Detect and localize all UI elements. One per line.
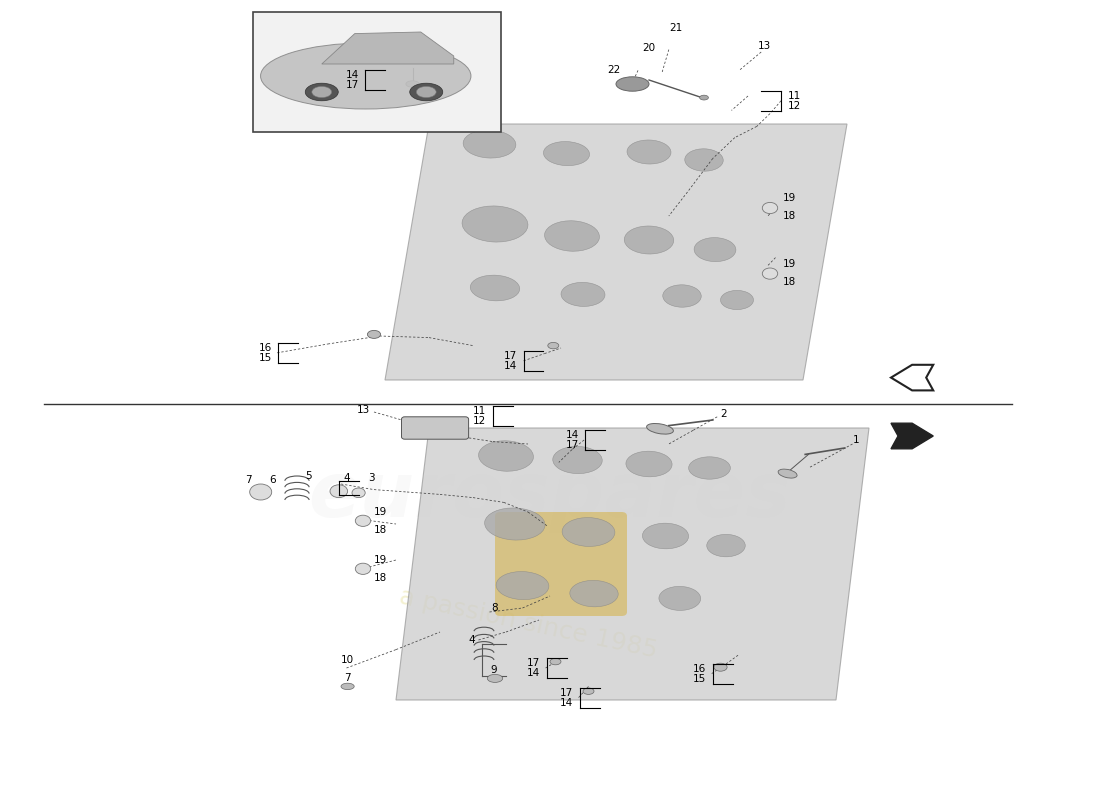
Text: 11: 11 — [473, 406, 486, 416]
FancyBboxPatch shape — [495, 512, 627, 616]
Ellipse shape — [570, 580, 618, 607]
Text: 14: 14 — [345, 70, 359, 80]
Ellipse shape — [306, 83, 339, 101]
Text: 22: 22 — [607, 66, 620, 75]
Text: 17: 17 — [345, 80, 359, 90]
Text: 7: 7 — [344, 674, 351, 683]
Text: 16: 16 — [693, 664, 706, 674]
FancyBboxPatch shape — [253, 12, 500, 132]
Text: 5: 5 — [305, 471, 311, 481]
Circle shape — [330, 485, 348, 498]
Text: 12: 12 — [473, 416, 486, 426]
Ellipse shape — [626, 451, 672, 477]
Text: a passion since 1985: a passion since 1985 — [397, 585, 659, 663]
Text: 18: 18 — [374, 525, 387, 534]
Polygon shape — [891, 423, 933, 449]
Ellipse shape — [689, 457, 730, 479]
Text: 18: 18 — [374, 573, 387, 582]
Ellipse shape — [471, 275, 519, 301]
Text: 14: 14 — [560, 698, 573, 708]
Circle shape — [355, 515, 371, 526]
Ellipse shape — [478, 441, 534, 471]
Ellipse shape — [553, 446, 602, 474]
Text: 4: 4 — [343, 474, 350, 483]
Text: 6: 6 — [270, 475, 276, 485]
Circle shape — [250, 484, 272, 500]
Text: 14: 14 — [504, 361, 517, 370]
Ellipse shape — [548, 342, 559, 349]
Text: 19: 19 — [783, 194, 796, 203]
Ellipse shape — [720, 290, 754, 310]
Ellipse shape — [714, 663, 727, 671]
Ellipse shape — [706, 534, 746, 557]
Text: 9: 9 — [491, 665, 497, 674]
Text: 12: 12 — [788, 101, 801, 110]
Circle shape — [762, 202, 778, 214]
Ellipse shape — [700, 95, 708, 100]
Text: 21: 21 — [669, 23, 682, 33]
Text: 19: 19 — [783, 259, 796, 269]
Ellipse shape — [409, 83, 442, 101]
Ellipse shape — [543, 142, 590, 166]
Text: 13: 13 — [758, 42, 771, 51]
Text: 20: 20 — [642, 43, 656, 53]
Text: 19: 19 — [374, 507, 387, 517]
Ellipse shape — [462, 206, 528, 242]
Text: 13: 13 — [356, 405, 370, 414]
Ellipse shape — [616, 77, 649, 91]
Text: eurospares: eurospares — [309, 459, 791, 533]
Ellipse shape — [685, 149, 723, 171]
Ellipse shape — [487, 674, 503, 682]
Circle shape — [762, 268, 778, 279]
Text: 4: 4 — [469, 635, 475, 645]
Circle shape — [355, 563, 371, 574]
Ellipse shape — [496, 571, 549, 600]
Text: 8: 8 — [492, 603, 498, 613]
Ellipse shape — [583, 688, 594, 694]
Text: 11: 11 — [788, 91, 801, 101]
Ellipse shape — [406, 81, 419, 87]
Ellipse shape — [627, 140, 671, 164]
Text: 16: 16 — [258, 342, 272, 353]
Text: 2: 2 — [720, 409, 727, 418]
Text: 18: 18 — [783, 277, 796, 286]
Polygon shape — [385, 124, 847, 380]
Ellipse shape — [261, 43, 471, 109]
Text: 7: 7 — [245, 475, 252, 485]
Text: 17: 17 — [504, 350, 517, 361]
Ellipse shape — [694, 238, 736, 262]
Polygon shape — [396, 428, 869, 700]
Circle shape — [352, 488, 365, 498]
Ellipse shape — [312, 86, 332, 98]
Text: 10: 10 — [341, 655, 354, 665]
Text: 19: 19 — [374, 555, 387, 565]
Ellipse shape — [544, 221, 600, 251]
Ellipse shape — [367, 330, 381, 338]
Ellipse shape — [659, 586, 701, 610]
Ellipse shape — [485, 508, 544, 540]
Text: 18: 18 — [783, 211, 796, 221]
Polygon shape — [322, 32, 454, 64]
Ellipse shape — [625, 226, 673, 254]
Ellipse shape — [663, 285, 701, 307]
Text: 14: 14 — [565, 430, 579, 440]
Text: 15: 15 — [258, 353, 272, 362]
Text: 15: 15 — [693, 674, 706, 683]
Text: 1: 1 — [852, 435, 859, 445]
Text: 3: 3 — [368, 474, 375, 483]
Ellipse shape — [341, 683, 354, 690]
Text: 17: 17 — [560, 687, 573, 698]
Ellipse shape — [562, 518, 615, 546]
Ellipse shape — [561, 282, 605, 306]
Text: 17: 17 — [565, 440, 579, 450]
Ellipse shape — [647, 423, 673, 434]
FancyBboxPatch shape — [402, 417, 469, 439]
Ellipse shape — [778, 469, 798, 478]
Ellipse shape — [550, 658, 561, 665]
Text: 14: 14 — [527, 668, 540, 678]
Text: 17: 17 — [527, 658, 540, 668]
Ellipse shape — [463, 130, 516, 158]
Ellipse shape — [642, 523, 689, 549]
Ellipse shape — [416, 86, 436, 98]
